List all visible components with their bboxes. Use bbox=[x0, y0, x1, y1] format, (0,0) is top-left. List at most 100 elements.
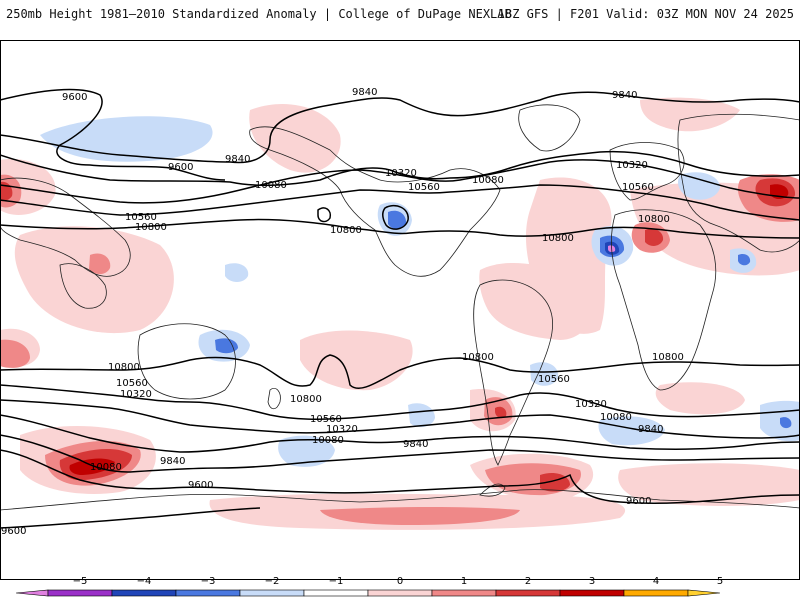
contour-10800-south bbox=[0, 354, 800, 390]
legend-tick-label: 5 bbox=[717, 576, 723, 587]
legend-tick-label: 1 bbox=[461, 576, 467, 587]
anomaly-positive-region bbox=[495, 406, 507, 419]
legend-swatch bbox=[431, 589, 497, 597]
contour-10080-south bbox=[0, 414, 800, 453]
contour-9840-south bbox=[0, 434, 800, 473]
legend-swatch bbox=[367, 589, 433, 597]
contour-label: 9840 bbox=[225, 154, 250, 165]
contour-label: 10080 bbox=[255, 180, 287, 191]
anomaly-positive-region bbox=[618, 463, 800, 506]
contour-label: 10800 bbox=[330, 225, 362, 236]
coast-antarctica bbox=[0, 489, 800, 511]
legend-tick-label: 0 bbox=[397, 576, 403, 587]
coast-europe bbox=[609, 142, 685, 201]
contour-10800-loop-pacific bbox=[317, 207, 332, 223]
map-title: 250mb Height 1981–2010 Standardized Anom… bbox=[6, 7, 512, 21]
coastlines bbox=[0, 104, 800, 511]
contour-10560-north bbox=[0, 184, 800, 221]
contour-label: 10800 bbox=[135, 222, 167, 233]
anomaly-positive-region bbox=[249, 104, 341, 173]
contour-9600-south bbox=[0, 449, 800, 504]
coast-south-america bbox=[473, 279, 553, 466]
legend-tick-label: 4 bbox=[653, 576, 659, 587]
contour-label: 10800 bbox=[290, 394, 322, 405]
contour-label: 10560 bbox=[538, 374, 570, 385]
anomaly-negative-region bbox=[598, 416, 665, 446]
header: 250mb Height 1981–2010 Standardized Anom… bbox=[0, 0, 800, 40]
contour-label: 10800 bbox=[108, 362, 140, 373]
anomaly-positive-region bbox=[645, 228, 664, 246]
contour-label: 10320 bbox=[385, 168, 417, 179]
anomaly-positive-region bbox=[300, 330, 413, 391]
contour-label: 9600 bbox=[168, 162, 193, 173]
contour-label: 9840 bbox=[160, 456, 185, 467]
anomaly-positive-region bbox=[640, 97, 740, 132]
anomaly-positive-region bbox=[0, 339, 30, 368]
legend-colorbar: −5 −4 −3 −2 −1 0 1 2 3 4 5 bbox=[15, 576, 724, 597]
contour-label: 9840 bbox=[352, 87, 377, 98]
contour-10560-south bbox=[0, 384, 800, 420]
legend-swatch bbox=[495, 589, 561, 597]
legend-tick-label: −2 bbox=[265, 576, 280, 587]
contour-label: 10320 bbox=[575, 399, 607, 410]
anomaly-negative-region bbox=[780, 417, 792, 429]
coast-asia bbox=[677, 113, 800, 253]
coast-southeast-asia bbox=[59, 263, 107, 309]
legend-swatch bbox=[47, 589, 113, 597]
contour-10320-north bbox=[0, 159, 800, 204]
contour-label: 9600 bbox=[626, 496, 651, 507]
contour-9840-north bbox=[0, 91, 800, 164]
contour-label: 10800 bbox=[462, 352, 494, 363]
contour-label: 9600 bbox=[62, 92, 87, 103]
coast-north-america bbox=[249, 126, 501, 277]
contour-label: 10800 bbox=[542, 233, 574, 244]
contour-label: 9600 bbox=[1, 526, 26, 537]
height-contours bbox=[0, 88, 800, 529]
contour-label: 9840 bbox=[403, 439, 428, 450]
contour-10800-loop-us bbox=[382, 204, 409, 230]
contour-label: 10800 bbox=[638, 214, 670, 225]
legend-swatch bbox=[239, 589, 305, 597]
legend-swatch bbox=[303, 589, 369, 597]
contour-label: 9600 bbox=[188, 480, 213, 491]
legend-tick-label: −3 bbox=[201, 576, 216, 587]
model-valid-time: 18Z GFS | F201 Valid: 03Z MON NOV 24 202… bbox=[497, 7, 794, 21]
contour-label: 10080 bbox=[90, 462, 122, 473]
legend-ticks: −5 −4 −3 −2 −1 0 1 2 3 4 5 bbox=[73, 576, 724, 587]
anomaly-negative-region bbox=[225, 263, 249, 282]
contour-9600-polar bbox=[0, 507, 261, 529]
contour-9600-north bbox=[0, 88, 226, 181]
anomaly-positive-region bbox=[655, 382, 745, 415]
legend-tick-label: −4 bbox=[137, 576, 152, 587]
coast-new-zealand bbox=[267, 387, 281, 410]
contour-label: 10560 bbox=[408, 182, 440, 193]
anomaly-negative-region bbox=[738, 253, 751, 266]
contour-label: 10320 bbox=[616, 160, 648, 171]
anomaly-negative-region bbox=[530, 362, 559, 386]
contour-label: 10080 bbox=[600, 412, 632, 423]
legend-swatches bbox=[15, 589, 721, 597]
anomaly-negative-region bbox=[215, 338, 238, 354]
contour-label: 10320 bbox=[326, 424, 358, 435]
contour-label: 10080 bbox=[312, 435, 344, 446]
contour-label: 10560 bbox=[116, 378, 148, 389]
anomaly-positive-region bbox=[69, 458, 115, 475]
contour-label: 10560 bbox=[125, 212, 157, 223]
contour-10800-north bbox=[0, 218, 800, 239]
anomaly-negative-region bbox=[278, 435, 335, 467]
legend-arrow-high bbox=[687, 589, 721, 597]
anomaly-positive-region bbox=[89, 253, 111, 275]
anomaly-positive-region bbox=[320, 507, 520, 525]
coast-africa bbox=[611, 209, 717, 391]
contour-label: 9840 bbox=[638, 424, 663, 435]
legend-tick-label: 2 bbox=[525, 576, 531, 587]
coast-australia bbox=[137, 323, 236, 400]
anomaly-positive-region bbox=[14, 226, 174, 334]
anomaly-map: 9600 9840 9840 9840 9600 10080 10320 100… bbox=[0, 40, 800, 580]
anomaly-negative-region bbox=[388, 210, 407, 229]
contour-label: 10080 bbox=[472, 175, 504, 186]
legend-arrow-low bbox=[15, 589, 49, 597]
contour-10080-north bbox=[0, 150, 800, 187]
contour-label: 10560 bbox=[622, 182, 654, 193]
contour-label: 10800 bbox=[652, 352, 684, 363]
